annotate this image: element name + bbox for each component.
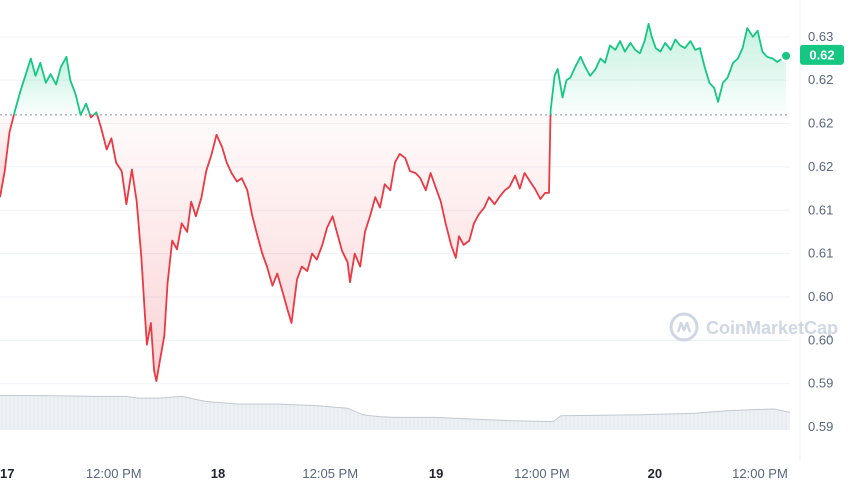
y-tick-label: 0.59 (808, 419, 833, 434)
x-tick-day-label: 18 (211, 466, 225, 481)
y-tick-label: 0.59 (808, 376, 833, 391)
volume-line (0, 395, 791, 423)
price-line (0, 22, 787, 382)
volume-area (0, 395, 791, 430)
area-above-baseline (13, 56, 90, 115)
price-line-down (96, 114, 552, 382)
price-line-up (549, 22, 787, 115)
y-axis-ticks: 0.63 0.62 0.62 0.62 0.61 0.61 0.60 0.60 0.59 0.59 (808, 29, 833, 434)
current-price-dot (780, 49, 793, 62)
price-area-fill (0, 23, 786, 382)
area-below-baseline (97, 114, 551, 382)
y-tick-label: 0.60 (808, 289, 833, 304)
watermark-text: CoinMarketCap (706, 318, 838, 338)
price-line-up (13, 55, 91, 116)
y-tick-label: 0.61 (808, 202, 833, 217)
x-tick-time-label: 12:00 PM (732, 466, 788, 481)
price-line-up (92, 111, 99, 116)
x-tick-time-label: 12:05 PM (302, 466, 358, 481)
coinmarketcap-watermark: CoinMarketCap (669, 312, 838, 342)
x-tick-day-label: 20 (648, 466, 662, 481)
price-line-down (89, 114, 95, 119)
y-tick-label: 0.63 (808, 29, 833, 44)
y-tick-label: 0.60 (808, 332, 833, 347)
area-above-baseline (550, 23, 786, 115)
x-axis-ticks: 17 12:00 PM 18 12:05 PM 19 12:00 PM 20 12:00 PM (0, 466, 788, 481)
x-tick-time-label: 12:00 PM (514, 466, 570, 481)
current-price-label: 0.62 (809, 47, 834, 62)
y-tick-label: 0.62 (808, 116, 833, 131)
current-price-badge (800, 44, 844, 65)
current-price-marker: 0.62 (780, 44, 844, 65)
x-tick-day-label: 17 (0, 466, 14, 481)
x-tick-day-label: 19 (429, 466, 443, 481)
y-tick-label: 0.62 (808, 159, 833, 174)
y-tick-label: 0.61 (808, 246, 833, 261)
coinmarketcap-logo-icon (669, 312, 699, 342)
volume-fill (0, 395, 790, 430)
price-line-down (0, 114, 15, 198)
x-tick-time-label: 12:00 PM (86, 466, 142, 481)
y-tick-label: 0.62 (808, 72, 833, 87)
